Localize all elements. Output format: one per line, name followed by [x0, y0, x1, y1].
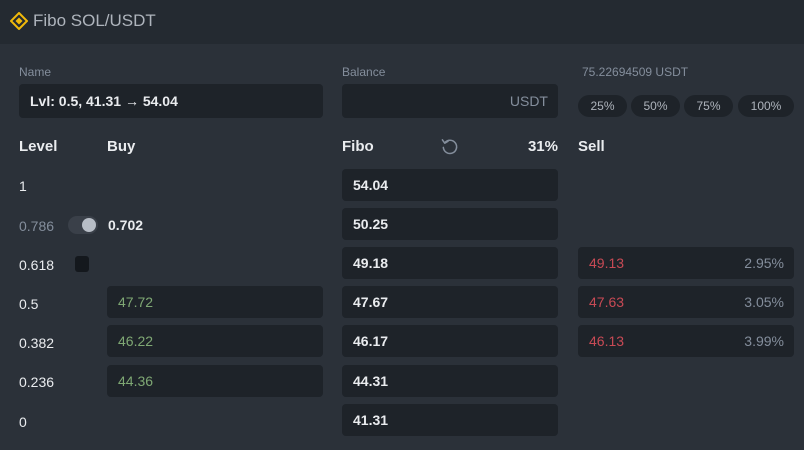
- level-0618: 0.618: [19, 257, 55, 273]
- buy-value: 0.702: [108, 217, 144, 233]
- fibo-cell[interactable]: 47.67: [342, 286, 558, 318]
- name-label: Name: [19, 65, 52, 79]
- buy-cell[interactable]: 46.22: [107, 325, 323, 357]
- fibo-cell[interactable]: 49.18: [342, 247, 558, 279]
- level-1: 1: [19, 178, 27, 194]
- level-0786: 0.786: [19, 218, 55, 234]
- toggle-knob: [82, 218, 96, 232]
- level-0236: 0.236: [19, 374, 55, 390]
- percent-25-button[interactable]: 25%: [578, 95, 627, 117]
- fibo-cell[interactable]: 44.31: [342, 365, 558, 397]
- percent-100-button[interactable]: 100%: [738, 95, 794, 117]
- fibo-cell[interactable]: 54.04: [342, 169, 558, 201]
- level-toggle[interactable]: [68, 216, 98, 234]
- percent-50-button[interactable]: 50%: [631, 95, 680, 117]
- fibo-cell[interactable]: 50.25: [342, 208, 558, 240]
- buy-header: Buy: [107, 138, 136, 155]
- sell-price: 47.63: [589, 294, 625, 310]
- refresh-icon[interactable]: [440, 137, 459, 156]
- title-bar: Fibo SOL/USDT: [0, 0, 804, 44]
- fibo-cell[interactable]: 41.31: [342, 404, 558, 436]
- level-header: Level: [19, 138, 58, 155]
- level-05: 0.5: [19, 296, 39, 312]
- fibo-percent: 31%: [527, 138, 558, 155]
- fibo-cell[interactable]: 46.17: [342, 325, 558, 357]
- buy-cell[interactable]: 47.72: [107, 286, 323, 318]
- percent-75-button[interactable]: 75%: [684, 95, 733, 117]
- sell-percent: 3.05%: [744, 294, 784, 310]
- level-toggle-small[interactable]: [75, 256, 89, 272]
- sell-percent: 3.99%: [744, 333, 784, 349]
- fibo-header: Fibo: [342, 138, 374, 155]
- binance-diamond-icon: [10, 12, 28, 30]
- level-0: 0: [19, 414, 27, 430]
- sell-cell[interactable]: 46.13 3.99%: [578, 325, 794, 357]
- sell-price: 46.13: [589, 333, 625, 349]
- sell-cell[interactable]: 47.63 3.05%: [578, 286, 794, 318]
- sell-percent: 2.95%: [744, 255, 784, 271]
- balance-input[interactable]: USDT: [342, 84, 558, 118]
- balance-label: Balance: [342, 65, 386, 79]
- sell-price: 49.13: [589, 255, 625, 271]
- sell-cell[interactable]: 49.13 2.95%: [578, 247, 794, 279]
- window-title: Fibo SOL/USDT: [33, 11, 156, 30]
- sell-header: Sell: [578, 138, 605, 155]
- buy-cell[interactable]: 44.36: [107, 365, 323, 397]
- level-0382: 0.382: [19, 335, 55, 351]
- available-balance: 75.22694509 USDT: [582, 65, 689, 79]
- name-field[interactable]: Lvl: 0.5, 41.31 → 54.04: [19, 84, 323, 118]
